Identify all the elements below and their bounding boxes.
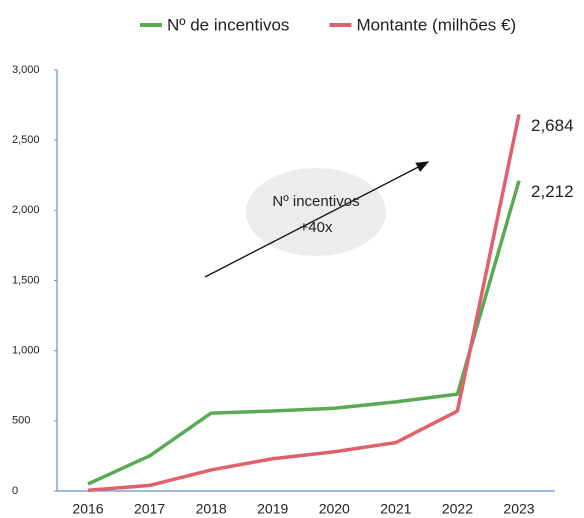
y-tick-label: 500 <box>12 415 30 427</box>
series-line <box>87 113 521 493</box>
x-tick-label: 2022 <box>442 501 473 517</box>
x-tick-label: 2021 <box>380 501 411 517</box>
series-line <box>87 180 521 486</box>
annotation-arrow <box>204 161 430 278</box>
x-tick-label: 2019 <box>257 501 288 517</box>
y-tick-label: 1,500 <box>12 274 40 286</box>
y-tick-label: 2,000 <box>12 204 40 216</box>
y-tick-label: 1,000 <box>12 345 40 357</box>
x-tick-label: 2020 <box>319 501 350 517</box>
x-tick-label: 2018 <box>196 501 227 517</box>
annotation-text: +40x <box>300 219 333 236</box>
data-label: 2,684 <box>531 116 574 135</box>
data-label: 2,212 <box>531 182 574 201</box>
x-tick-label: 2017 <box>134 501 165 517</box>
y-tick-label: 0 <box>12 485 18 497</box>
y-tick-label: 2,500 <box>12 134 40 146</box>
annotation-bubble <box>246 168 386 256</box>
x-tick-label: 2016 <box>72 501 103 517</box>
legend-label: Montante (milhões €) <box>356 15 516 34</box>
legend-label: Nº de incentivos <box>167 15 289 34</box>
y-tick-label: 3,000 <box>12 64 40 76</box>
annotation-text: Nº incentivos <box>272 193 359 210</box>
x-tick-label: 2023 <box>503 501 534 517</box>
